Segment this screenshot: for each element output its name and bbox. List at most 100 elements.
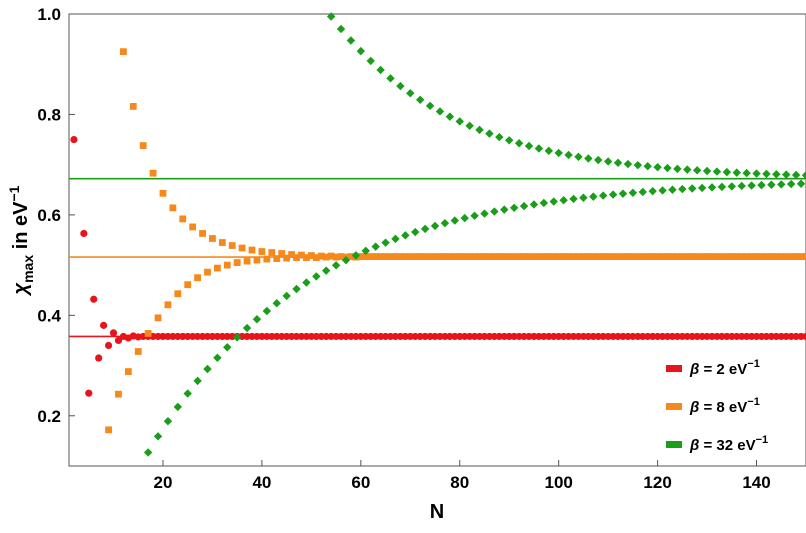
data-point-series-2 bbox=[777, 180, 786, 189]
data-point-series-0 bbox=[550, 332, 558, 341]
data-point-series-0 bbox=[322, 332, 330, 341]
data-point-series-1 bbox=[624, 253, 632, 260]
data-point-series-0 bbox=[604, 332, 612, 341]
data-point-series-2 bbox=[312, 272, 321, 281]
data-point-series-0 bbox=[357, 332, 365, 341]
data-point-series-0 bbox=[510, 332, 518, 341]
data-point-series-1 bbox=[337, 253, 345, 260]
data-point-series-1 bbox=[471, 253, 478, 260]
data-point-series-1 bbox=[406, 253, 414, 260]
data-point-series-1 bbox=[441, 253, 449, 260]
data-point-series-1 bbox=[159, 189, 167, 197]
data-point-series-2 bbox=[658, 186, 667, 195]
data-point-series-0 bbox=[317, 332, 325, 341]
data-point-series-0 bbox=[728, 332, 736, 341]
data-point-series-0 bbox=[114, 336, 123, 345]
data-point-series-1 bbox=[555, 253, 563, 260]
data-point-series-1 bbox=[456, 253, 464, 260]
data-point-series-2 bbox=[411, 227, 420, 237]
y-axis-title-text: in eV bbox=[10, 201, 32, 255]
data-point-series-1 bbox=[416, 253, 424, 260]
data-point-series-0 bbox=[174, 332, 182, 341]
data-point-series-1 bbox=[312, 254, 320, 261]
data-point-series-2 bbox=[554, 148, 563, 158]
x-tick-label: 20 bbox=[154, 473, 173, 492]
data-point-series-0 bbox=[490, 332, 498, 341]
data-point-series-1 bbox=[431, 253, 439, 260]
data-point-series-1 bbox=[797, 253, 805, 260]
data-point-series-0 bbox=[203, 332, 212, 341]
data-point-series-2 bbox=[757, 180, 766, 190]
data-point-series-0 bbox=[273, 332, 281, 341]
data-point-series-2 bbox=[683, 165, 692, 174]
data-point-series-0 bbox=[698, 332, 706, 341]
data-point-series-0 bbox=[797, 332, 805, 341]
data-point-series-1 bbox=[505, 253, 513, 260]
data-point-series-0 bbox=[451, 332, 459, 341]
x-axis: 20 40 60 80 100 120 140 bbox=[154, 460, 771, 492]
data-point-series-0 bbox=[584, 332, 592, 341]
data-point-series-2 bbox=[292, 284, 301, 294]
data-point-series-1 bbox=[317, 252, 325, 260]
data-point-series-2 bbox=[762, 169, 771, 179]
data-point-series-0 bbox=[292, 332, 301, 341]
data-point-series-1 bbox=[753, 253, 760, 260]
data-point-series-0 bbox=[718, 332, 726, 341]
data-point-series-1 bbox=[204, 268, 211, 276]
data-point-series-1 bbox=[129, 103, 137, 110]
data-point-series-2 bbox=[692, 166, 702, 175]
data-point-series-0 bbox=[208, 332, 217, 341]
data-point-series-1 bbox=[218, 239, 226, 246]
data-point-series-2 bbox=[465, 121, 474, 131]
data-point-series-0 bbox=[466, 332, 474, 341]
data-point-series-2 bbox=[633, 160, 643, 170]
data-point-series-0 bbox=[297, 332, 306, 341]
data-point-series-1 bbox=[708, 253, 716, 260]
data-point-series-0 bbox=[263, 332, 271, 341]
data-point-series-0 bbox=[629, 332, 637, 341]
legend-label-beta-32: β = 32 eV−1 bbox=[689, 434, 768, 454]
data-point-series-1 bbox=[307, 252, 315, 259]
data-point-series-2 bbox=[613, 158, 623, 167]
data-point-series-2 bbox=[549, 197, 558, 206]
data-point-series-0 bbox=[377, 332, 385, 341]
data-point-series-1 bbox=[357, 253, 365, 260]
data-point-series-0 bbox=[386, 332, 395, 341]
data-point-series-2 bbox=[688, 184, 697, 193]
data-point-series-1 bbox=[169, 204, 177, 212]
data-point-series-2 bbox=[722, 167, 732, 177]
data-point-series-0 bbox=[154, 332, 162, 341]
data-point-series-1 bbox=[540, 253, 548, 260]
data-point-series-1 bbox=[303, 254, 310, 261]
x-axis-title: N bbox=[430, 501, 444, 523]
plot-frame bbox=[68, 13, 806, 467]
data-point-series-0 bbox=[362, 332, 370, 341]
data-point-series-1 bbox=[683, 253, 691, 260]
data-point-series-1 bbox=[347, 253, 355, 260]
data-point-series-1 bbox=[599, 253, 607, 260]
data-point-series-2 bbox=[213, 353, 222, 363]
data-point-series-2 bbox=[786, 179, 796, 189]
data-point-series-0 bbox=[446, 332, 454, 341]
data-point-series-1 bbox=[580, 253, 587, 260]
data-point-series-2 bbox=[415, 95, 425, 104]
data-point-series-0 bbox=[747, 332, 756, 341]
data-point-series-2 bbox=[336, 24, 346, 34]
data-points bbox=[70, 12, 806, 457]
data-point-series-2 bbox=[569, 194, 578, 204]
data-point-series-1 bbox=[189, 223, 197, 231]
data-point-series-1 bbox=[461, 253, 469, 260]
data-point-series-1 bbox=[466, 253, 474, 260]
data-point-series-1 bbox=[698, 253, 706, 260]
data-point-series-1 bbox=[713, 253, 721, 260]
data-point-series-0 bbox=[649, 332, 657, 341]
data-point-series-1 bbox=[397, 253, 404, 260]
data-point-series-0 bbox=[431, 332, 439, 341]
data-point-series-1 bbox=[377, 253, 385, 260]
data-point-series-1 bbox=[520, 253, 528, 260]
data-point-series-1 bbox=[382, 253, 389, 260]
data-point-series-2 bbox=[396, 81, 405, 91]
data-point-series-0 bbox=[683, 332, 691, 341]
data-point-series-2 bbox=[351, 251, 361, 260]
data-point-series-2 bbox=[490, 207, 499, 216]
